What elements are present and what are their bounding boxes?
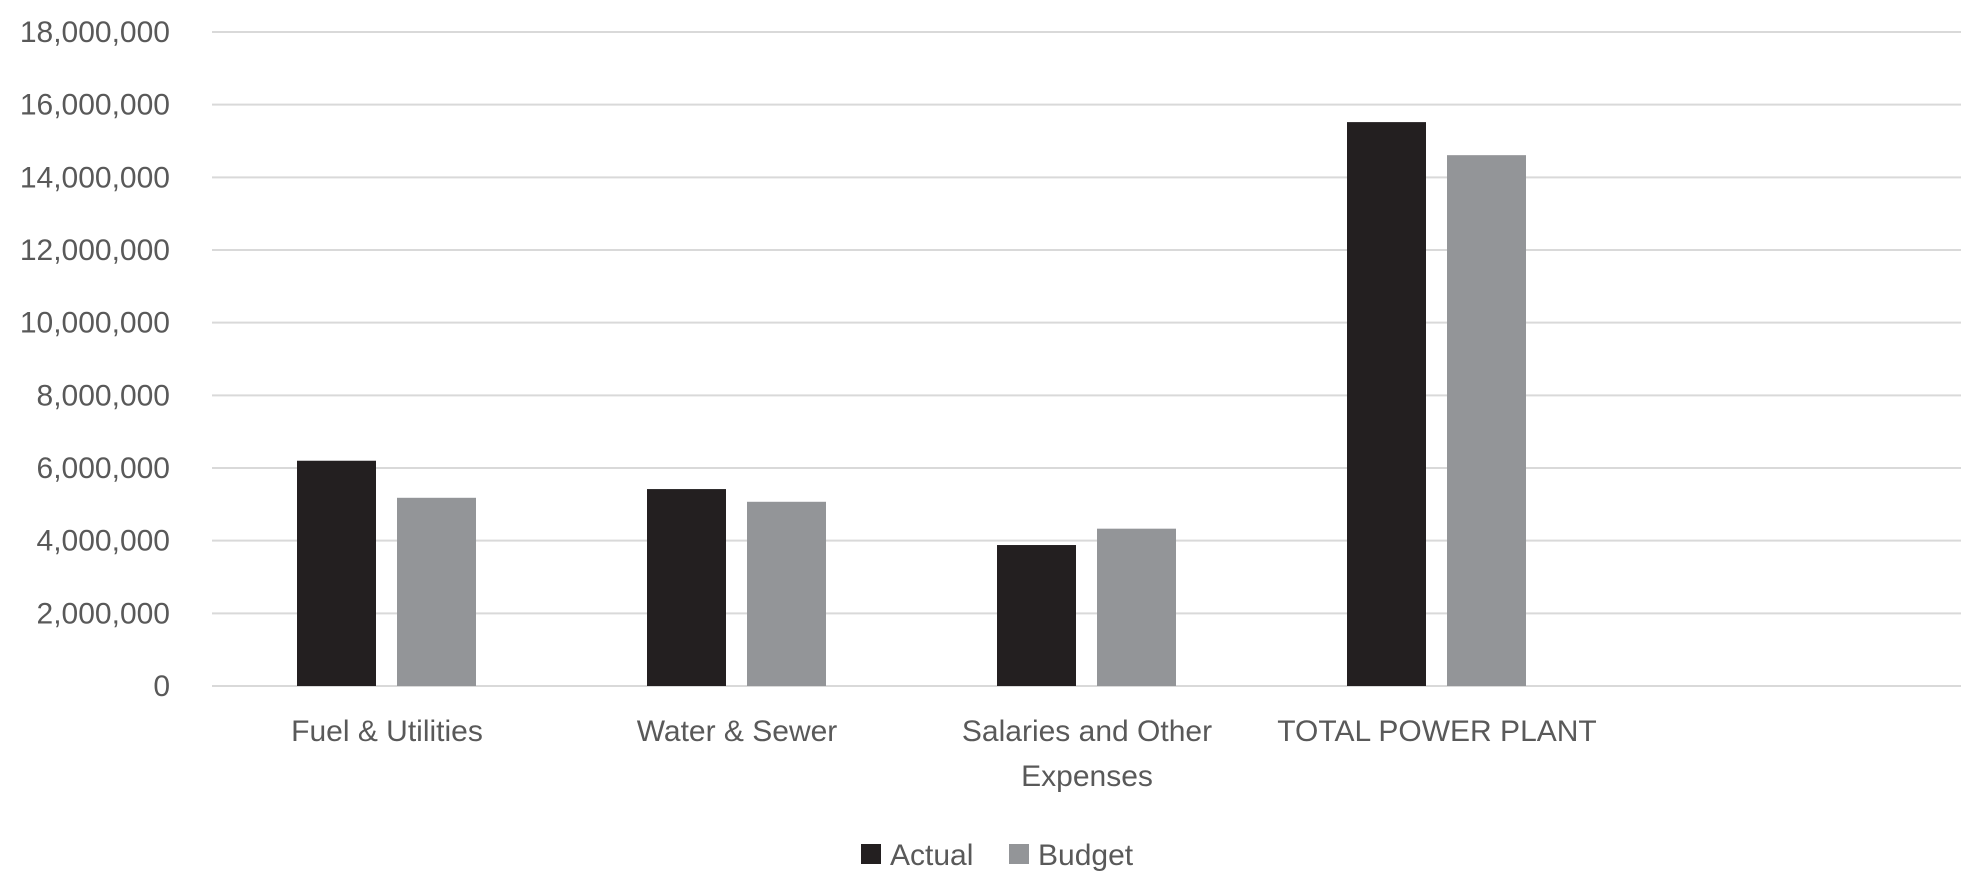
gridlines — [212, 31, 1961, 687]
bar-actual-4 — [1347, 122, 1426, 686]
legend: Actual Budget — [861, 839, 1134, 872]
legend-swatch-actual — [861, 844, 881, 864]
bar-actual-2 — [647, 489, 726, 686]
y-tick-label: 4,000,000 — [37, 525, 170, 558]
x-tick-label: Fuel & Utilities — [291, 715, 483, 748]
legend-label-budget: Budget — [1038, 839, 1134, 872]
bar-budget-2 — [747, 501, 826, 686]
bar-actual-3 — [997, 545, 1076, 686]
y-tick-label: 6,000,000 — [37, 452, 170, 485]
y-tick-label: 10,000,000 — [20, 307, 170, 340]
bar-budget-4 — [1447, 155, 1526, 687]
bar-actual-1 — [297, 460, 376, 686]
y-tick-label: 12,000,000 — [20, 234, 170, 267]
y-tick-label: 2,000,000 — [37, 597, 170, 630]
bar-budget-3 — [1097, 528, 1176, 686]
x-tick-label: Salaries and Other Expenses — [962, 715, 1212, 793]
y-tick-label: 18,000,000 — [20, 16, 170, 49]
y-tick-label: 0 — [153, 670, 170, 703]
y-tick-label: 14,000,000 — [20, 161, 170, 194]
legend-label-actual: Actual — [890, 839, 973, 872]
y-tick-label: 8,000,000 — [37, 379, 170, 412]
legend-swatch-budget — [1009, 844, 1029, 864]
x-tick-label: TOTAL POWER PLANT — [1277, 715, 1597, 748]
y-tick-label: 16,000,000 — [20, 89, 170, 122]
x-axis-ticks: Fuel & Utilities Water & Sewer Salaries an… — [291, 715, 1597, 793]
x-tick-label: Water & Sewer — [637, 715, 838, 748]
bar-budget-1 — [397, 497, 476, 686]
y-axis-ticks: 0 2,000,000 4,000,000 6,000,000 8,000,000 10,… — [20, 16, 170, 703]
bars — [297, 122, 1526, 687]
